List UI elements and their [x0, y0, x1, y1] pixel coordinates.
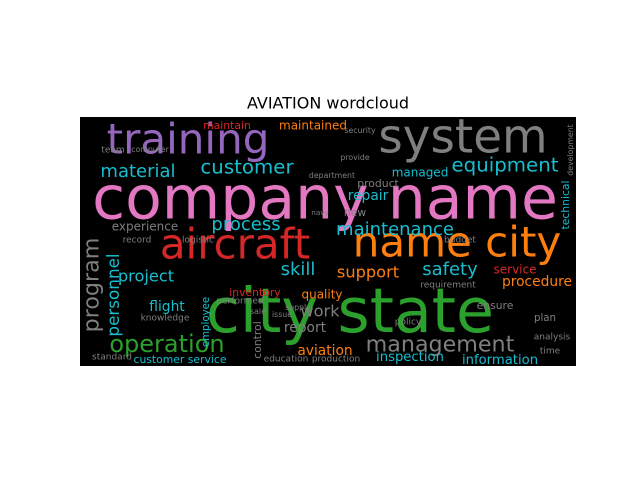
word: sale	[250, 307, 266, 316]
word: development	[566, 124, 575, 175]
word: inventory	[229, 286, 281, 299]
word: personnel	[103, 253, 123, 336]
word: supply	[285, 303, 311, 312]
word: safety	[422, 259, 478, 280]
word: education	[264, 355, 309, 365]
word: product	[357, 177, 399, 190]
word: issue	[272, 310, 292, 319]
word: operation	[109, 330, 224, 358]
word: ensure	[477, 299, 514, 312]
word: logistic	[182, 236, 214, 246]
word: provide	[340, 153, 369, 162]
word: support	[337, 263, 399, 282]
word: company name	[92, 164, 558, 234]
word: program	[79, 238, 105, 333]
word: material	[100, 161, 175, 182]
word: procedure	[502, 274, 572, 290]
word: aviation	[297, 343, 352, 359]
cloud-background	[80, 117, 576, 366]
word: city state	[206, 275, 494, 347]
word: process	[211, 214, 280, 235]
word: navy	[311, 208, 329, 217]
word: flight	[149, 299, 185, 315]
word: managed	[392, 166, 449, 180]
word: new	[344, 206, 366, 219]
word: project	[118, 267, 174, 286]
word: knowledge	[141, 314, 190, 324]
word: maintenance	[336, 219, 454, 240]
word: repair	[348, 188, 389, 204]
word: budget	[444, 236, 476, 246]
word: customer service	[134, 353, 227, 366]
word: quality	[301, 288, 342, 302]
word: work	[300, 302, 340, 321]
word: analysis	[534, 333, 571, 343]
word: training	[107, 115, 270, 164]
word: name city	[353, 218, 562, 267]
word: system	[378, 111, 547, 165]
word: aircraft	[160, 220, 310, 269]
word: record	[123, 236, 152, 246]
word: management	[366, 332, 515, 358]
word: equipment	[451, 154, 558, 177]
word: skill	[281, 259, 316, 280]
word: employee	[201, 297, 212, 347]
word: maintain	[203, 119, 251, 132]
word: experience	[112, 220, 179, 234]
word: requirement	[420, 281, 476, 291]
word: time	[540, 347, 561, 357]
word: inspection	[376, 350, 444, 365]
word: security	[344, 126, 376, 135]
word: production	[312, 355, 360, 365]
word: team	[101, 146, 124, 156]
word: standard	[92, 353, 132, 363]
word: service	[494, 263, 537, 277]
word: policy	[395, 318, 422, 328]
word: customer	[200, 156, 294, 179]
word: technical	[559, 180, 572, 229]
word: computer	[131, 145, 169, 154]
word: control	[251, 321, 264, 358]
word: maintained	[279, 119, 347, 133]
word: information	[462, 353, 538, 368]
word: performed	[216, 297, 263, 307]
word: department	[309, 171, 355, 180]
cloud: company name city state training system airc…	[79, 111, 575, 368]
word: plan	[534, 313, 556, 324]
chart-title: AVIATION wordcloud	[247, 94, 409, 113]
word: report	[284, 320, 327, 336]
